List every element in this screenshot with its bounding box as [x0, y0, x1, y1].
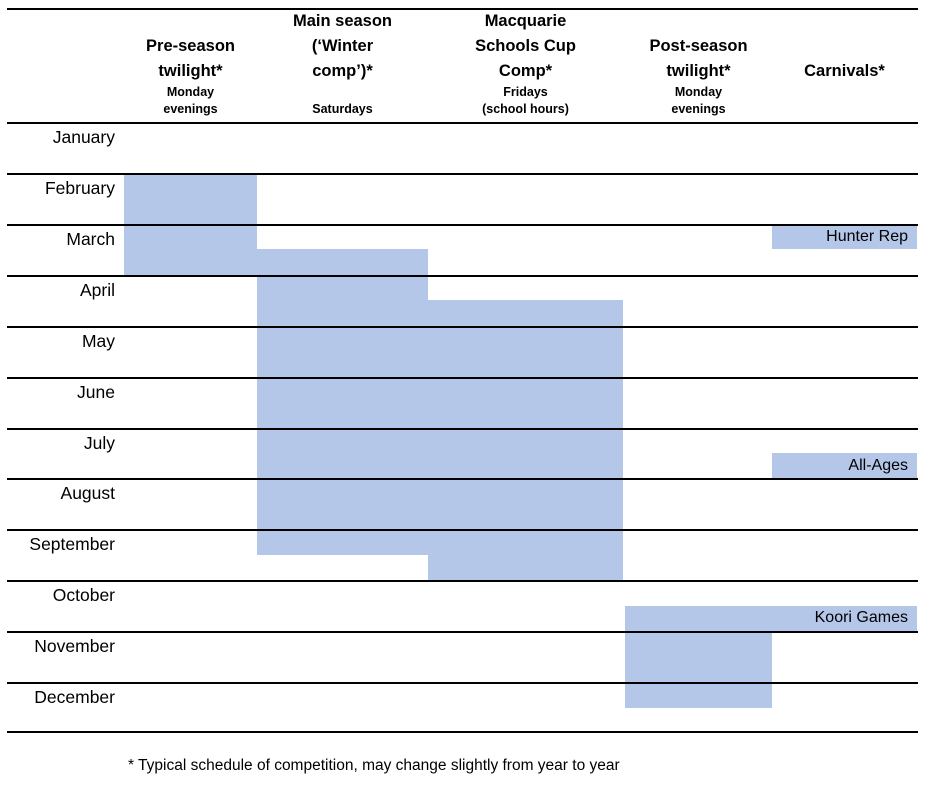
gridline [7, 731, 918, 733]
gridline [7, 122, 918, 124]
bar-label: Hunter Rep [826, 227, 908, 245]
column-title: Pre-season twilight* [146, 37, 235, 80]
schedule-bar-carnivals-all-ages: All-Ages [772, 452, 917, 479]
month-label: December [34, 687, 115, 708]
column-title: Post-season twilight* [649, 37, 748, 80]
month-label: May [81, 330, 115, 351]
month-label: October [52, 585, 115, 606]
column-title: Main season (‘Winter comp’)* [292, 12, 393, 80]
gridline [7, 478, 918, 480]
month-label: September [29, 534, 115, 555]
gridline [7, 224, 918, 226]
column-subtitle: Fridays (school hours) [482, 85, 569, 116]
schedule-bar-macquarie [428, 300, 623, 581]
gridline [7, 173, 918, 175]
month-label: July [83, 432, 115, 453]
schedule-bar-carnivals-koori-games: Koori Games [772, 605, 917, 632]
gridline [7, 580, 918, 582]
footnote: * Typical schedule of competition, may c… [128, 757, 620, 774]
gridline [7, 326, 918, 328]
gridline [7, 428, 918, 430]
column-header-macquarie-schools-cup: Macquarie Schools Cup Comp* Fridays (sch… [428, 8, 623, 118]
gridline [7, 529, 918, 531]
column-subtitle: Monday evenings [671, 85, 726, 116]
column-subtitle: Saturdays [312, 102, 373, 116]
column-header-main-season: Main season (‘Winter comp’)* Saturdays [257, 8, 428, 118]
schedule-bar-post_season [625, 605, 772, 708]
schedule-bar-main_season [257, 249, 428, 555]
month-label: March [66, 228, 115, 249]
schedule-bar-carnivals-hunter-rep: Hunter Rep [772, 223, 917, 250]
schedule-table: Pre-season twilight* Monday evenings Mai… [7, 8, 918, 733]
schedule-bar-pre_season [124, 172, 257, 275]
column-title: Macquarie Schools Cup Comp* [475, 12, 576, 80]
column-header-pre-season: Pre-season twilight* Monday evenings [124, 8, 257, 118]
gridline [7, 682, 918, 684]
column-header-post-season: Post-season twilight* Monday evenings [625, 8, 772, 118]
column-title: Carnivals* [804, 62, 885, 80]
month-label: February [44, 177, 115, 198]
month-label: November [34, 636, 115, 657]
gridline [7, 8, 918, 10]
month-label: August [60, 483, 115, 504]
column-header-carnivals: Carnivals* [772, 8, 917, 118]
month-label: January [52, 127, 115, 147]
gridline [7, 275, 918, 277]
gridline [7, 631, 918, 633]
gridline [7, 377, 918, 379]
bar-label: All-Ages [848, 456, 908, 474]
month-label: June [77, 381, 115, 402]
month-label: April [79, 279, 115, 300]
bar-label: Koori Games [814, 609, 908, 627]
column-subtitle: Monday evenings [163, 85, 218, 116]
